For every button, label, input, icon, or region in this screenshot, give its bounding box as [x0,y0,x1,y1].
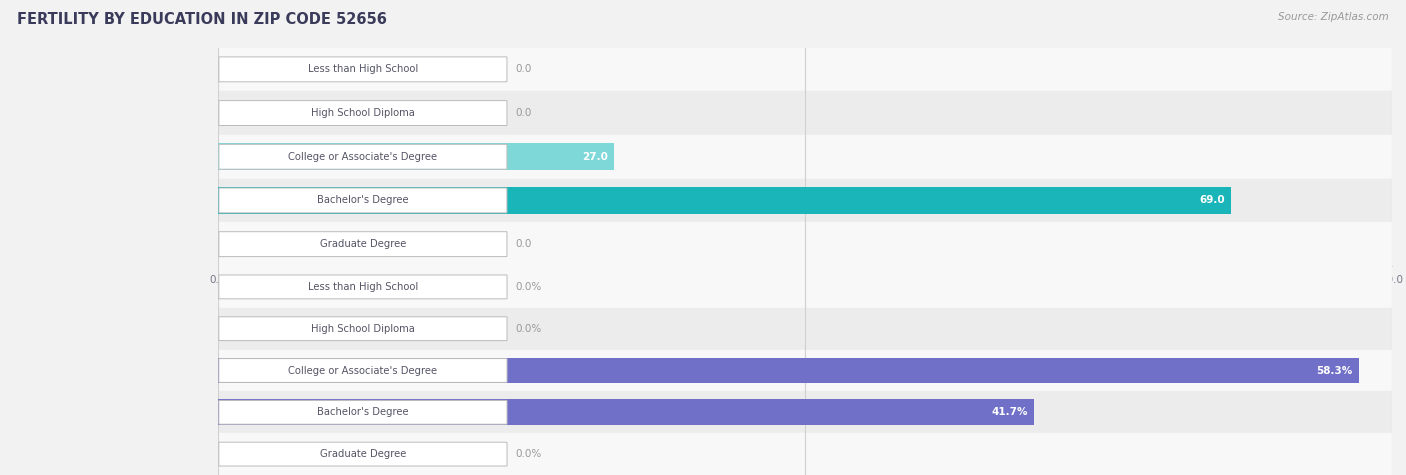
Bar [218,399,1033,425]
FancyBboxPatch shape [219,317,508,341]
Text: 0.0%: 0.0% [515,449,541,459]
Text: High School Diploma: High School Diploma [311,323,415,334]
Text: 0.0: 0.0 [515,239,531,249]
Bar [218,266,1392,308]
Text: FERTILITY BY EDUCATION IN ZIP CODE 52656: FERTILITY BY EDUCATION IN ZIP CODE 52656 [17,12,387,27]
Text: Bachelor's Degree: Bachelor's Degree [318,407,409,418]
Text: Graduate Degree: Graduate Degree [319,449,406,459]
FancyBboxPatch shape [219,188,508,213]
FancyBboxPatch shape [219,400,508,424]
Bar [218,143,614,171]
Text: Graduate Degree: Graduate Degree [319,239,406,249]
Bar [218,358,1358,383]
Text: 69.0: 69.0 [1199,195,1225,206]
Bar [218,91,1392,135]
Text: College or Associate's Degree: College or Associate's Degree [288,365,437,376]
FancyBboxPatch shape [219,144,508,169]
Bar [218,135,1392,179]
Text: 0.0%: 0.0% [515,323,541,334]
FancyBboxPatch shape [219,232,508,256]
Bar [218,433,1392,475]
Bar [218,187,1230,214]
Text: 58.3%: 58.3% [1316,365,1353,376]
Bar [218,179,1392,222]
Text: Less than High School: Less than High School [308,64,418,75]
Text: 0.0%: 0.0% [515,282,541,292]
FancyBboxPatch shape [219,101,508,125]
Text: 41.7%: 41.7% [991,407,1028,418]
Bar [218,391,1392,433]
Text: Source: ZipAtlas.com: Source: ZipAtlas.com [1278,12,1389,22]
FancyBboxPatch shape [219,359,508,382]
FancyBboxPatch shape [219,275,508,299]
FancyBboxPatch shape [219,57,508,82]
Text: Bachelor's Degree: Bachelor's Degree [318,195,409,206]
Bar [218,222,1392,266]
Text: 27.0: 27.0 [582,152,609,162]
Text: 0.0: 0.0 [515,64,531,75]
Bar [218,48,1392,91]
Bar [218,350,1392,391]
FancyBboxPatch shape [219,442,508,466]
Text: College or Associate's Degree: College or Associate's Degree [288,152,437,162]
Text: Less than High School: Less than High School [308,282,418,292]
Bar [218,308,1392,350]
Text: High School Diploma: High School Diploma [311,108,415,118]
Text: 0.0: 0.0 [515,108,531,118]
